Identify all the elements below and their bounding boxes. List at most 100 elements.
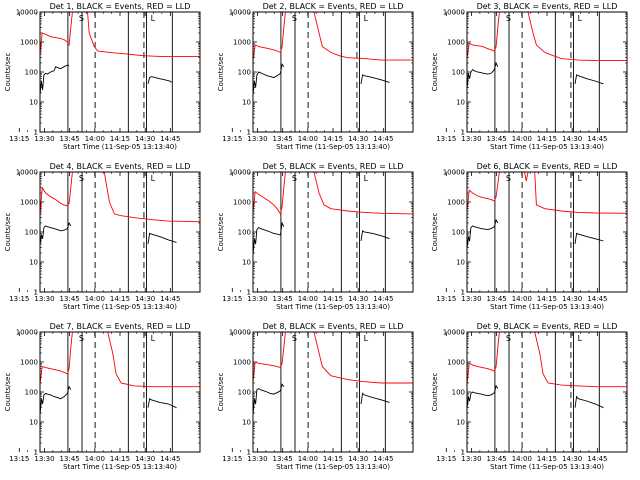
y-axis-label: Counts/sec [217, 373, 225, 412]
x-axis-label: Start Time (11-Sep-05 13:13:40) [490, 463, 604, 471]
x-tick-label: 13:45 [273, 135, 293, 143]
lld-series-line [534, 332, 627, 388]
chart-title: Det 1, BLACK = Events, RED = LLD [50, 2, 191, 11]
events-series-line [147, 397, 177, 409]
plot-frame [252, 331, 414, 453]
events-series-line [253, 221, 285, 254]
chart-title: Det 4, BLACK = Events, RED = LLD [50, 162, 191, 171]
annotation-s: S [79, 14, 84, 23]
lld-series-line [253, 332, 286, 385]
y-tick-label: 1000 [447, 199, 465, 207]
x-tick-label: 14:15 [323, 135, 343, 143]
x-tick-label: 14:30 [562, 295, 582, 303]
y-axis-label: Counts/sec [217, 53, 225, 92]
annotation-l: L [151, 334, 156, 343]
events-series-line [147, 76, 172, 85]
chart-title: Det 2, BLACK = Events, RED = LLD [263, 2, 404, 11]
x-axis-label: Start Time (11-Sep-05 13:13:40) [276, 463, 390, 471]
y-tick-label: 100 [238, 229, 251, 237]
lld-series-line [467, 332, 500, 389]
x-tick-label: 13:15 [436, 135, 456, 143]
y-tick-label: 10 [242, 99, 251, 107]
x-tick-label: 14:30 [348, 455, 368, 463]
x-tick-label: 13:15 [9, 295, 29, 303]
plot-frame [252, 171, 414, 293]
annotation-l: L [364, 334, 369, 343]
x-tick-label: 14:45 [160, 135, 180, 143]
lld-series-line [467, 12, 500, 62]
annotation-s: S [506, 14, 511, 23]
y-tick-label: 10000 [229, 329, 251, 337]
y-tick-label: 1 [34, 129, 38, 137]
chart-panel-det-1: Det 1, BLACK = Events, RED = LLD Counts/s… [4, 2, 201, 151]
annotation-l: L [578, 14, 583, 23]
y-tick-label: 1 [34, 289, 38, 297]
x-axis-label: Start Time (11-Sep-05 13:13:40) [63, 303, 177, 311]
y-tick-label: 10000 [16, 169, 38, 177]
y-tick-label: 100 [25, 389, 38, 397]
chart-panel-det-3: Det 3, BLACK = Events, RED = LLD Counts/s… [431, 2, 628, 151]
x-tick-label: 14:00 [298, 295, 318, 303]
x-tick-label: 14:45 [160, 295, 180, 303]
y-axis-label: Counts/sec [431, 53, 439, 92]
annotation-s: S [292, 14, 297, 23]
y-axis-label: Counts/sec [4, 373, 12, 412]
lld-series-line [253, 172, 286, 217]
x-tick-label: 14:45 [373, 455, 393, 463]
x-tick-label: 13:15 [9, 135, 29, 143]
x-tick-label: 14:15 [110, 455, 130, 463]
x-tick-label: 13:30 [247, 295, 267, 303]
x-tick-label: 14:45 [373, 135, 393, 143]
plot-frame [466, 331, 628, 453]
events-series-line [360, 74, 390, 84]
events-series-line [360, 230, 390, 242]
x-tick-label: 14:45 [587, 295, 607, 303]
lld-series-line [313, 12, 413, 61]
annotation-s: S [506, 334, 511, 343]
x-tick-label: 13:45 [487, 455, 507, 463]
y-tick-label: 1 [461, 449, 465, 457]
x-tick-label: 14:00 [512, 295, 532, 303]
chart-title: Det 3, BLACK = Events, RED = LLD [477, 2, 618, 11]
lld-series-line [87, 12, 200, 57]
y-tick-label: 10000 [229, 169, 251, 177]
chart-title: Det 5, BLACK = Events, RED = LLD [263, 162, 404, 171]
events-series-line [40, 385, 72, 414]
lld-series-line [524, 172, 627, 214]
events-series-line [360, 392, 390, 404]
y-tick-label: 1000 [20, 359, 38, 367]
lld-series-line [527, 12, 627, 62]
x-tick-label: 14:45 [587, 135, 607, 143]
x-tick-label: 14:30 [135, 295, 155, 303]
x-tick-label: 14:00 [85, 135, 105, 143]
plot-frame [466, 171, 628, 293]
y-axis-label: Counts/sec [4, 213, 12, 252]
annotation-s: S [79, 334, 84, 343]
lld-series-line [103, 172, 200, 223]
plot-frame [39, 11, 201, 133]
y-tick-label: 1000 [233, 39, 251, 47]
x-tick-label: 14:30 [135, 135, 155, 143]
y-tick-label: 10 [29, 419, 38, 427]
chart-panel-det-4: Det 4, BLACK = Events, RED = LLD Counts/s… [4, 162, 201, 311]
x-tick-label: 14:15 [323, 455, 343, 463]
events-series-line [574, 74, 604, 85]
x-tick-label: 13:45 [60, 455, 80, 463]
lld-series-line [253, 12, 286, 64]
events-series-line [147, 232, 177, 244]
events-series-line [467, 218, 499, 248]
y-tick-label: 10000 [16, 9, 38, 17]
chart-panel-det-8: Det 8, BLACK = Events, RED = LLD Counts/s… [217, 322, 414, 471]
x-tick-label: 14:45 [160, 455, 180, 463]
chart-panel-det-2: Det 2, BLACK = Events, RED = LLD Counts/s… [217, 2, 414, 151]
chart-panel-det-5: Det 5, BLACK = Events, RED = LLD Counts/s… [217, 162, 414, 311]
plot-frame [39, 171, 201, 293]
lld-series-line [40, 332, 73, 388]
y-tick-label: 1000 [233, 359, 251, 367]
chart-title: Det 7, BLACK = Events, RED = LLD [50, 322, 191, 331]
